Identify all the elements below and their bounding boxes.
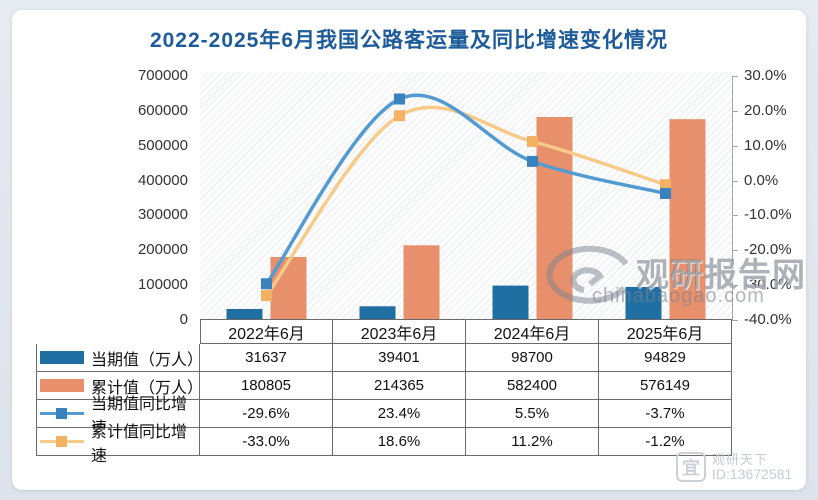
right-axis-line [732, 76, 733, 320]
right-axis-tick-label: 10.0% [744, 136, 787, 154]
bar-cumulative [669, 119, 706, 320]
table-header-cell: 2022年6月 [200, 319, 333, 344]
right-axis-tick-label: -30.0% [744, 276, 792, 294]
left-axis-tick-label: 600000 [137, 101, 188, 119]
legend-cell: 当期值（万人） [36, 344, 204, 372]
left-axis-tick-label: 500000 [137, 136, 188, 154]
value-cell: -1.2% [599, 428, 732, 456]
right-axis-tick [732, 180, 738, 182]
value-cell: 180805 [200, 372, 333, 400]
bar-current [359, 306, 396, 320]
table-header-cell: 2025年6月 [599, 319, 732, 344]
right-axis-tick [732, 215, 738, 217]
left-axis-tick-label: 200000 [137, 241, 188, 259]
right-axis-tick-label: -10.0% [744, 206, 792, 224]
value-cell: -3.7% [599, 400, 732, 428]
left-axis-tick-label: 0 [179, 311, 188, 328]
value-cell: -33.0% [200, 428, 333, 456]
right-axis-tick [732, 285, 738, 287]
value-cell: 94829 [599, 344, 732, 372]
legend-cell: 累计值（万人） [36, 372, 204, 400]
value-cell: 23.4% [333, 400, 466, 428]
right-axis-tick-label: 0.0% [744, 171, 779, 189]
line-marker [394, 110, 405, 122]
value-cell: 5.5% [466, 400, 599, 428]
legend-swatch-bar [40, 351, 84, 364]
right-axis-tick [732, 76, 738, 77]
line-marker [660, 187, 671, 199]
line-marker [527, 155, 538, 167]
right-axis-tick-label: -40.0% [744, 311, 792, 328]
value-cell: 39401 [333, 344, 466, 372]
line-cumulative-growth [264, 105, 668, 298]
right-axis-tick-label: 20.0% [744, 101, 787, 119]
value-cell: -29.6% [200, 400, 333, 428]
footer-watermark-icon: 宜 [676, 452, 706, 482]
value-cell: 214365 [333, 372, 466, 400]
legend-swatch-line [40, 407, 84, 420]
right-axis-tick [732, 250, 738, 252]
line-marker [660, 179, 671, 191]
right-axis-tick [732, 110, 738, 112]
legend-cell: 累计值同比增速 [36, 424, 200, 465]
footer-watermark-id: ID:13672581 [712, 466, 793, 482]
line-marker [394, 93, 405, 105]
value-cell: 11.2% [466, 428, 599, 456]
legend-swatch-line [40, 435, 84, 448]
table-header-cell: 2024年6月 [466, 319, 599, 344]
line-marker [261, 290, 272, 302]
plot-area [200, 72, 732, 320]
legend-label: 当期值（万人） [91, 351, 204, 369]
value-cell: 18.6% [333, 428, 466, 456]
line-marker [261, 278, 272, 290]
left-axis-tick-label: 100000 [137, 276, 188, 294]
left-axis-tick-label: 700000 [137, 67, 188, 84]
value-cell: 576149 [599, 372, 732, 400]
left-axis-tick-label: 400000 [137, 171, 188, 189]
line-marker [527, 136, 538, 148]
line-current-growth [264, 93, 668, 286]
legend-swatch-bar [40, 379, 84, 392]
legend-label: 累计值同比增速 [91, 423, 188, 465]
table-corner [36, 320, 200, 344]
bar-current [625, 286, 662, 320]
right-axis-tick [732, 320, 738, 321]
value-cell: 98700 [466, 344, 599, 372]
chart-canvas [226, 93, 706, 320]
data-table: 2022年6月 2023年6月 2024年6月 2025年6月当期值（万人） 31637… [36, 319, 732, 465]
bar-current [226, 308, 263, 320]
legend-label: 累计值（万人） [91, 379, 204, 397]
bar-current [492, 285, 529, 320]
table-header-cell: 2023年6月 [333, 319, 466, 344]
chart-title: 2022-2025年6月我国公路客运量及同比增速变化情况 [149, 29, 669, 52]
right-axis-tick [732, 145, 738, 147]
bar-cumulative [403, 245, 440, 320]
right-axis-tick-label: 30.0% [744, 67, 787, 84]
footer-watermark-name: 观研天下 [712, 452, 769, 467]
footer-watermark: 宜 观研天下 ID:13672581 [676, 452, 792, 482]
right-axis-tick-label: -20.0% [744, 241, 792, 259]
left-axis-tick-label: 300000 [137, 206, 188, 224]
value-cell: 582400 [466, 372, 599, 400]
value-cell: 31637 [200, 344, 333, 372]
legend-cell: 当期值同比增速 [36, 396, 200, 437]
